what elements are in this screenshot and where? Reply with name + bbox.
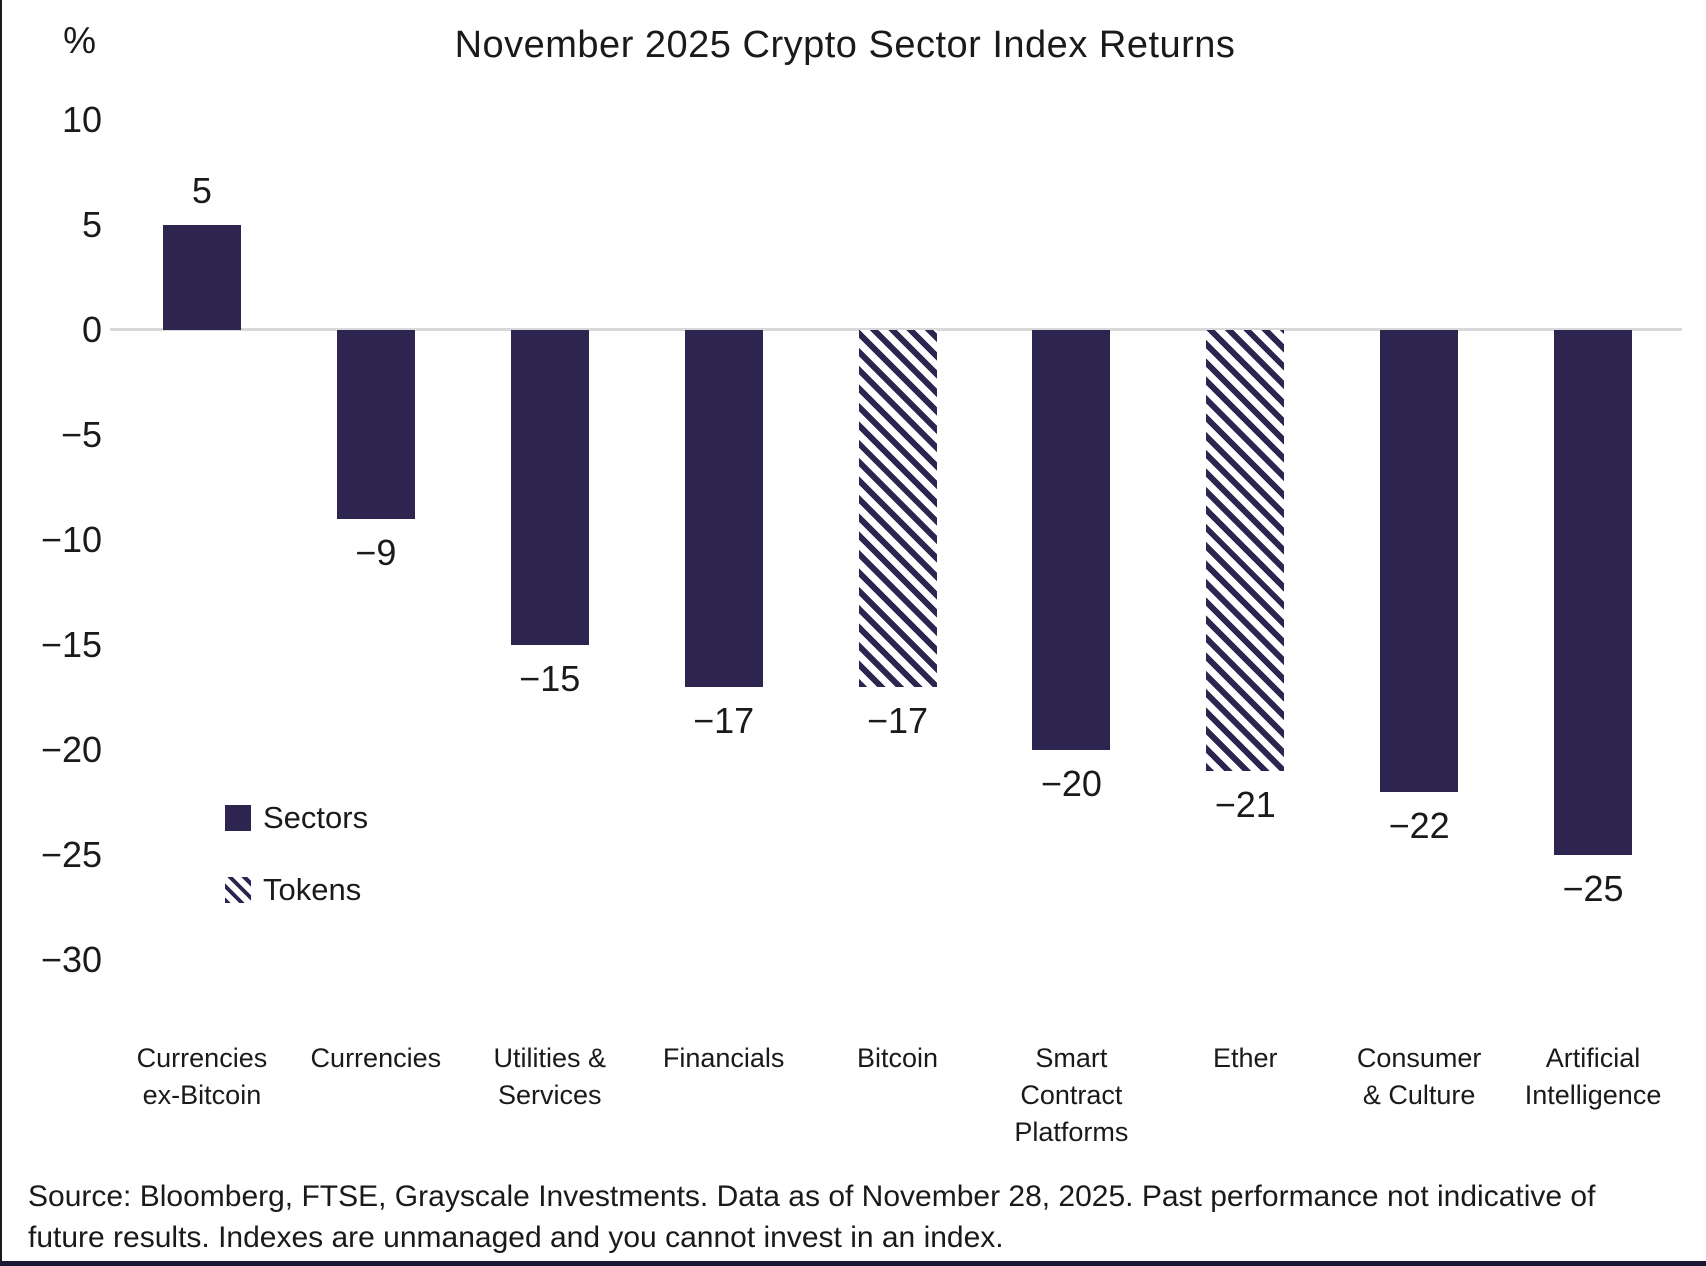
bar-smart-contract-platforms bbox=[1032, 330, 1111, 750]
bar-bitcoin bbox=[858, 330, 937, 687]
value-label-smart-contract-platforms: −20 bbox=[1040, 763, 1102, 804]
value-label-currencies-ex-bitcoin: 5 bbox=[191, 170, 212, 211]
x-axis-label-smart-contract-platforms: Smart Contract Platforms bbox=[1014, 1043, 1129, 1147]
chart-title: November 2025 Crypto Sector Index Return… bbox=[454, 24, 1236, 66]
y-axis-tick: −20 bbox=[40, 729, 102, 770]
x-axis-label-currencies: Currencies bbox=[310, 1043, 442, 1073]
bar-artificial-intelligence bbox=[1554, 330, 1633, 855]
y-axis-tick: −25 bbox=[40, 834, 102, 875]
tokens-hatched-swatch-icon bbox=[225, 877, 251, 903]
y-axis-tick: −5 bbox=[60, 414, 102, 455]
y-axis-unit-label: % bbox=[63, 20, 96, 61]
x-axis-label-currencies-ex-bitcoin: Currencies ex-Bitcoin bbox=[136, 1043, 268, 1110]
legend-label-sectors: Sectors bbox=[263, 800, 369, 835]
zero-gridline bbox=[110, 328, 1682, 331]
value-label-utilities-services: −15 bbox=[519, 658, 581, 699]
value-label-ether: −21 bbox=[1214, 784, 1276, 825]
value-label-bitcoin: −17 bbox=[866, 700, 929, 741]
bar-utilities-services bbox=[510, 330, 589, 645]
x-axis-label-bitcoin: Bitcoin bbox=[856, 1043, 939, 1073]
bar-financials bbox=[684, 330, 763, 687]
bar-consumer-culture bbox=[1380, 330, 1459, 792]
value-label-artificial-intelligence: −25 bbox=[1562, 868, 1624, 909]
y-axis-tick: −15 bbox=[40, 624, 102, 665]
legend-label-tokens: Tokens bbox=[263, 872, 362, 907]
sectors-solid-swatch-icon bbox=[225, 805, 251, 831]
x-axis-label-financials: Financials bbox=[662, 1043, 785, 1073]
y-axis-tick: −30 bbox=[40, 939, 102, 980]
legend-item-sectors: Sectors bbox=[225, 800, 368, 836]
bar-currencies-ex-bitcoin bbox=[162, 225, 241, 330]
bar-currencies bbox=[336, 330, 415, 519]
y-axis-tick: −10 bbox=[40, 519, 102, 560]
x-axis-label-artificial-intelligence: Artificial Intelligence bbox=[1524, 1043, 1662, 1110]
x-axis-label-ether: Ether bbox=[1212, 1043, 1278, 1073]
footer-strip bbox=[0, 1261, 1706, 1266]
y-axis-tick: 10 bbox=[61, 99, 102, 140]
value-label-consumer-culture: −22 bbox=[1388, 805, 1450, 846]
value-label-financials: −17 bbox=[693, 700, 755, 741]
x-axis-label-consumer-culture: Consumer & Culture bbox=[1356, 1043, 1482, 1110]
bar-ether bbox=[1206, 330, 1285, 771]
source-note: Source: Bloomberg, FTSE, Grayscale Inves… bbox=[28, 1180, 1596, 1254]
y-axis-tick: 0 bbox=[81, 309, 102, 350]
legend-item-tokens: Tokens bbox=[225, 872, 368, 908]
value-label-currencies: −9 bbox=[355, 532, 397, 573]
legend: Sectors Tokens bbox=[225, 800, 368, 908]
left-border-line bbox=[0, 0, 2, 1266]
x-axis-label-utilities-services: Utilities & Services bbox=[493, 1043, 606, 1110]
y-axis-tick: 5 bbox=[81, 204, 102, 245]
